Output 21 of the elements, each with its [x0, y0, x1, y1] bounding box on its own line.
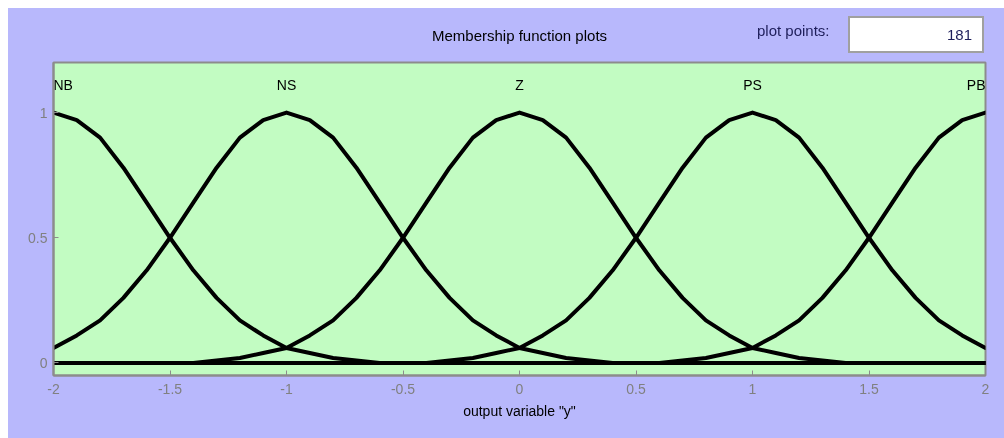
x-tick-label: -1 [280, 380, 293, 397]
y-tick-label: 0.5 [28, 229, 48, 246]
x-tick-label: -2 [47, 380, 60, 397]
series-label: PS [743, 77, 762, 94]
series-label: Z [515, 77, 525, 94]
x-tick-label: -1.5 [157, 380, 183, 397]
chart-title: Membership function plots [431, 27, 608, 44]
series-label: NS [276, 77, 297, 94]
y-tick-label: 1 [39, 104, 48, 121]
y-tick-label: 0 [39, 354, 48, 371]
x-axis-title: output variable "y" [463, 402, 576, 419]
text: 181 [848, 16, 984, 53]
x-tick-label: 2 [981, 380, 990, 397]
text: plot points: [756, 22, 830, 39]
x-tick-label: 0 [515, 380, 524, 397]
series-label: PB [966, 77, 986, 94]
series-label: NB [53, 77, 73, 94]
x-tick-label: 0.5 [626, 380, 646, 397]
x-tick-label: -0.5 [390, 380, 416, 397]
x-tick-label: 1 [748, 380, 757, 397]
x-tick-label: 1.5 [859, 380, 879, 397]
